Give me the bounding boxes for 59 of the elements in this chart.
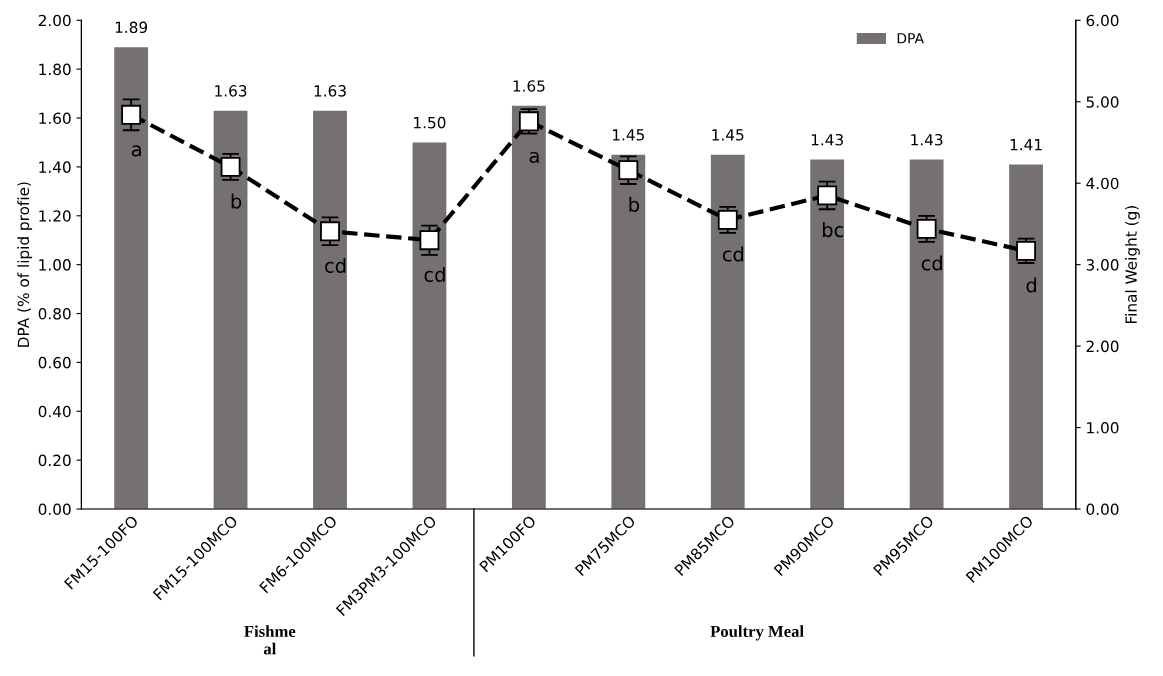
y-tick-label: 0.60 bbox=[38, 356, 71, 369]
data-label: 1.45 bbox=[712, 129, 744, 141]
y-axis-title: DPA (% of lipid profie) bbox=[17, 182, 33, 347]
bar bbox=[710, 154, 745, 510]
data-label: 1.63 bbox=[215, 85, 247, 97]
annotation: a bbox=[131, 145, 141, 157]
y2-tick-label: 1.00 bbox=[1087, 422, 1119, 434]
annotation: d bbox=[1026, 277, 1037, 293]
point bbox=[817, 185, 838, 206]
annotation: cd bbox=[325, 257, 346, 274]
point bbox=[618, 160, 639, 181]
y-tick-label: 1.80 bbox=[39, 63, 71, 76]
annotation: bc bbox=[822, 222, 844, 238]
bar bbox=[909, 159, 944, 510]
y2-tick-label: 2.00 bbox=[1086, 340, 1119, 353]
annotation: cd bbox=[921, 255, 942, 271]
point bbox=[419, 230, 440, 251]
bar bbox=[412, 142, 447, 510]
bar bbox=[611, 154, 646, 510]
point bbox=[220, 156, 241, 177]
data-label: 1.43 bbox=[811, 133, 843, 146]
y2-tick-label: 5.00 bbox=[1086, 96, 1119, 108]
text: Poultry Meal bbox=[710, 625, 804, 641]
y-tick-label: 0.00 bbox=[38, 503, 71, 516]
text: Fishme al bbox=[244, 625, 296, 655]
bar bbox=[213, 110, 248, 510]
annotation: b bbox=[629, 196, 639, 212]
data-label: 1.41 bbox=[1010, 139, 1042, 151]
bar bbox=[313, 110, 347, 510]
y2-axis-title: Final Weight (g) bbox=[1125, 206, 1140, 324]
y-tick-label: 0.40 bbox=[38, 405, 71, 418]
bar bbox=[511, 105, 546, 510]
data-label: 1.50 bbox=[414, 116, 446, 129]
bar bbox=[1009, 164, 1043, 510]
legend-label: DPA bbox=[897, 33, 924, 44]
y-tick-label: 1.00 bbox=[39, 259, 71, 271]
y2-tick-label: 4.00 bbox=[1086, 177, 1119, 190]
data-label: 1.45 bbox=[612, 129, 644, 141]
y-tick-label: 1.40 bbox=[39, 161, 71, 173]
annotation: b bbox=[231, 193, 242, 209]
point bbox=[121, 104, 142, 125]
y-tick-label: 0.20 bbox=[38, 454, 71, 467]
data-label: 1.63 bbox=[314, 85, 346, 97]
data-label: 1.89 bbox=[115, 21, 148, 34]
y-tick-label: 1.60 bbox=[39, 112, 71, 125]
annotation: a bbox=[529, 151, 539, 164]
y2-tick-label: 6.00 bbox=[1086, 14, 1119, 27]
annotation: cd bbox=[722, 246, 744, 262]
y-tick-label: 1.20 bbox=[39, 210, 71, 222]
bar bbox=[810, 159, 845, 510]
data-label: 1.43 bbox=[911, 133, 943, 146]
point bbox=[320, 221, 340, 242]
y-tick-label: 2.00 bbox=[38, 14, 71, 27]
data-label: 1.65 bbox=[513, 80, 545, 92]
bar bbox=[114, 47, 149, 510]
y2-tick-label: 0.00 bbox=[1086, 503, 1119, 516]
annotation: cd bbox=[424, 266, 445, 282]
y2-tick-label: 3.00 bbox=[1086, 259, 1119, 271]
y-tick-label: 0.80 bbox=[38, 307, 71, 320]
